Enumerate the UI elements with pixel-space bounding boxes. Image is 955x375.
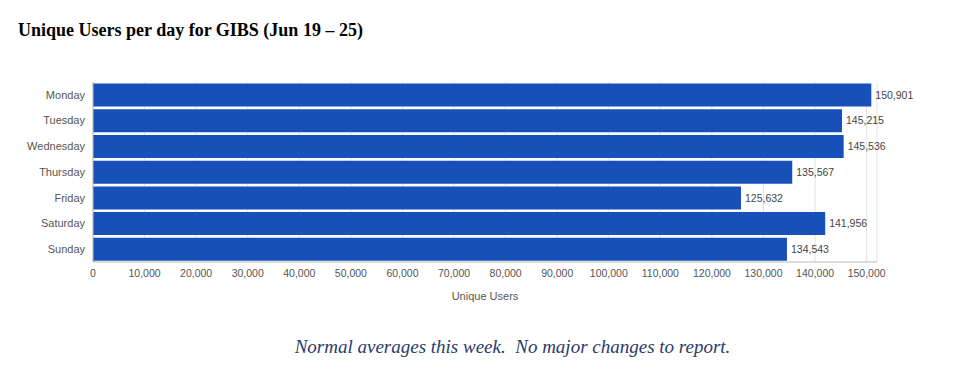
svg-text:Thursday: Thursday xyxy=(39,166,85,178)
html-text:Normal averages this week. No: Normal averages this week. No major chan… xyxy=(294,336,731,357)
svg-text:0: 0 xyxy=(90,267,96,279)
svg-text:130,000: 130,000 xyxy=(745,267,783,279)
svg-text:50,000: 50,000 xyxy=(335,267,367,279)
svg-text:40,000: 40,000 xyxy=(283,267,315,279)
svg-text:Wednesday: Wednesday xyxy=(27,140,85,152)
svg-text:Friday: Friday xyxy=(54,192,85,204)
svg-text:80,000: 80,000 xyxy=(490,267,522,279)
svg-text:120,000: 120,000 xyxy=(693,267,731,279)
svg-text:134,543: 134,543 xyxy=(791,243,829,255)
svg-text:Monday: Monday xyxy=(46,89,86,101)
svg-text:Saturday: Saturday xyxy=(41,217,86,229)
svg-text:150,901: 150,901 xyxy=(875,89,913,101)
svg-text:100,000: 100,000 xyxy=(590,267,628,279)
svg-text:145,215: 145,215 xyxy=(846,114,884,126)
svg-text:30,000: 30,000 xyxy=(232,267,264,279)
svg-text:10,000: 10,000 xyxy=(129,267,161,279)
svg-text:90,000: 90,000 xyxy=(541,267,573,279)
svg-text:110,000: 110,000 xyxy=(642,267,679,279)
svg-text:135,567: 135,567 xyxy=(796,166,834,178)
html-text:Unique Users per day for GIBS: Unique Users per day for GIBS (Jun 19 – … xyxy=(18,20,363,40)
svg-text:125,632: 125,632 xyxy=(745,192,783,204)
svg-text:20,000: 20,000 xyxy=(180,267,212,279)
svg-text:Unique Users: Unique Users xyxy=(452,290,519,302)
svg-text:140,000: 140,000 xyxy=(796,267,834,279)
svg-text:150,000: 150,000 xyxy=(848,267,886,279)
svg-text:145,536: 145,536 xyxy=(848,140,886,152)
svg-text:141,956: 141,956 xyxy=(829,217,867,229)
svg-text:Sunday: Sunday xyxy=(48,243,86,255)
svg-text:70,000: 70,000 xyxy=(438,267,470,279)
svg-text:Tuesday: Tuesday xyxy=(43,114,85,126)
svg-text:60,000: 60,000 xyxy=(386,267,418,279)
